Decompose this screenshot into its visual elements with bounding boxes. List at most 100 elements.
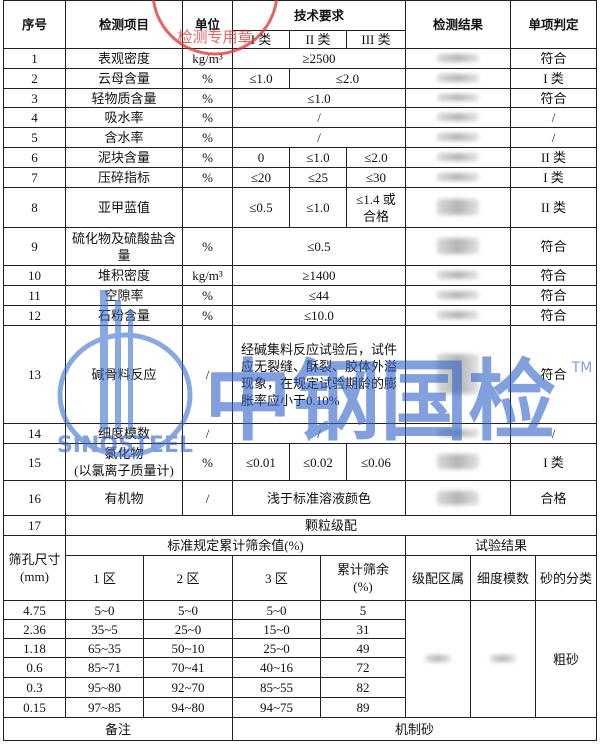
cell-text: 符合 bbox=[540, 90, 567, 106]
redacted-result bbox=[436, 311, 479, 319]
cell-text: ≤1.0 bbox=[307, 90, 331, 106]
cell-text: 经碱集料反应试验后，试件应无裂缝、酥裂、胶体外溢现象，在规定试验期龄的膨胀率应小… bbox=[241, 341, 398, 408]
cell-text: ≥1400 bbox=[302, 268, 336, 283]
cell-text: 14 bbox=[28, 426, 41, 441]
redacted-result bbox=[436, 133, 479, 141]
table-cell: ≤2.0 bbox=[289, 68, 406, 89]
table-cell: 92~70 bbox=[143, 677, 233, 698]
cell-text: 65~35 bbox=[87, 640, 122, 656]
cell-text: 97~85 bbox=[87, 700, 122, 715]
cell-text: / bbox=[551, 426, 556, 441]
table-cell: 16 bbox=[3, 480, 66, 516]
cell-text: % bbox=[202, 150, 213, 165]
cell-text: II 类 bbox=[541, 200, 566, 215]
cell-text: 10 bbox=[28, 268, 41, 283]
table-cell: 技术要求 bbox=[232, 0, 406, 31]
table-cell: 筛孔尺寸 (mm) bbox=[3, 535, 66, 601]
cell-text: I 类 bbox=[543, 454, 564, 470]
table-cell: 试验结果 bbox=[405, 535, 597, 556]
table-cell: 65~35 bbox=[65, 638, 144, 658]
table-cell: 砂的分类 bbox=[535, 555, 597, 601]
table-cell: ≤10.0 bbox=[232, 305, 406, 326]
table-cell: ≤2.0 bbox=[346, 147, 406, 168]
table-cell: 15~0 bbox=[232, 619, 321, 639]
cell-text: 单项判定 bbox=[528, 17, 579, 32]
table-cell: % bbox=[182, 285, 233, 306]
table-cell: 2 区 bbox=[143, 555, 233, 601]
cell-text: 表观密度 bbox=[97, 51, 150, 66]
cell-text: 亚甲蓝值 bbox=[97, 200, 150, 215]
table-cell: 0.6 bbox=[3, 657, 66, 678]
cell-text: / bbox=[205, 490, 210, 506]
table-cell: ≤30 bbox=[346, 167, 406, 188]
cell-text: 40~16 bbox=[259, 660, 294, 675]
cell-text: 92~70 bbox=[171, 680, 205, 695]
table-cell: 11 bbox=[3, 285, 66, 306]
cell-text: ≤25 bbox=[307, 170, 329, 185]
table-cell: 轻物质含量 bbox=[65, 88, 183, 108]
table-cell: ≤25 bbox=[289, 167, 347, 188]
cell-text: 浅于标准溶液颜色 bbox=[266, 490, 371, 506]
table-cell: 49 bbox=[320, 638, 406, 658]
table-cell: % bbox=[182, 147, 233, 168]
cell-text: ≤2.0 bbox=[364, 150, 388, 165]
table-cell: 亚甲蓝值 bbox=[65, 187, 183, 228]
cell-text: 2.36 bbox=[23, 621, 46, 637]
cell-text: / bbox=[551, 130, 556, 145]
table-cell: / bbox=[510, 423, 597, 444]
cell-text: 1 bbox=[31, 51, 38, 66]
table-cell: 1 bbox=[3, 48, 66, 69]
cell-text: 4.75 bbox=[23, 602, 46, 618]
cell-text: ≤0.5 bbox=[249, 200, 273, 215]
table-cell: 检测项目 bbox=[65, 0, 183, 49]
cell-text: / bbox=[317, 130, 321, 145]
cell-text: 3 区 bbox=[265, 570, 288, 586]
cell-text: 9 bbox=[31, 239, 38, 254]
cell-text: 筛孔尺寸 (mm) bbox=[8, 552, 61, 584]
cell-text: 85~55 bbox=[259, 680, 294, 695]
table-cell: ≤1.0 bbox=[289, 187, 347, 228]
table-cell: I 类 bbox=[510, 68, 597, 89]
table-cell: III 类 bbox=[346, 30, 406, 49]
cell-text: III 类 bbox=[361, 32, 391, 47]
table-cell: 浅于标准溶液颜色 bbox=[232, 480, 406, 516]
table-cell: % bbox=[182, 227, 233, 266]
cell-text: 50~10 bbox=[171, 640, 205, 656]
cell-text: % bbox=[202, 170, 213, 185]
cell-text: 11 bbox=[28, 288, 41, 303]
cell-text: ≤10.0 bbox=[304, 308, 334, 323]
table-cell: 检测结果 bbox=[405, 0, 511, 49]
cell-text: 4 bbox=[31, 110, 38, 125]
cell-text: 72 bbox=[356, 660, 370, 675]
table-cell: 12 bbox=[3, 305, 66, 326]
cell-text: 符合 bbox=[540, 51, 567, 66]
table-cell: 符合 bbox=[510, 48, 597, 69]
table-cell: II 类 bbox=[289, 30, 347, 49]
table-cell: 9 bbox=[3, 227, 66, 266]
table-cell: 累计筛余 (%) bbox=[320, 555, 406, 601]
table-cell: 吸水率 bbox=[65, 107, 183, 128]
table-cell: kg/m³ bbox=[182, 48, 233, 69]
table-cell: ≥1400 bbox=[232, 265, 406, 286]
cell-text: ≤1.0 bbox=[249, 71, 273, 86]
cell-text: 2 区 bbox=[176, 570, 200, 586]
table-cell: 10 bbox=[3, 265, 66, 286]
table-cell: 2.36 bbox=[3, 619, 66, 639]
cell-text: 符合 bbox=[540, 367, 567, 382]
cell-text: 试验结果 bbox=[474, 538, 527, 553]
cell-text: 砂的分类 bbox=[539, 570, 592, 586]
table-cell: 4 bbox=[3, 107, 66, 128]
redacted-result bbox=[436, 454, 479, 469]
cell-text: 压碎指标 bbox=[97, 170, 150, 185]
table-cell: 14 bbox=[3, 423, 66, 444]
cell-text: / bbox=[551, 110, 556, 125]
table-cell: 72 bbox=[320, 657, 406, 678]
cell-text: 检测结果 bbox=[432, 17, 483, 32]
table-cell: 细度模数 bbox=[65, 423, 183, 444]
table-cell: 单位 bbox=[182, 0, 233, 49]
table-cell: 有机物 bbox=[65, 480, 183, 516]
table-cell: 符合 bbox=[510, 325, 597, 424]
table-cell: 97~85 bbox=[65, 697, 144, 718]
table-cell: 碱骨料反应 bbox=[65, 325, 183, 424]
table-cell: 备注 bbox=[3, 717, 233, 741]
